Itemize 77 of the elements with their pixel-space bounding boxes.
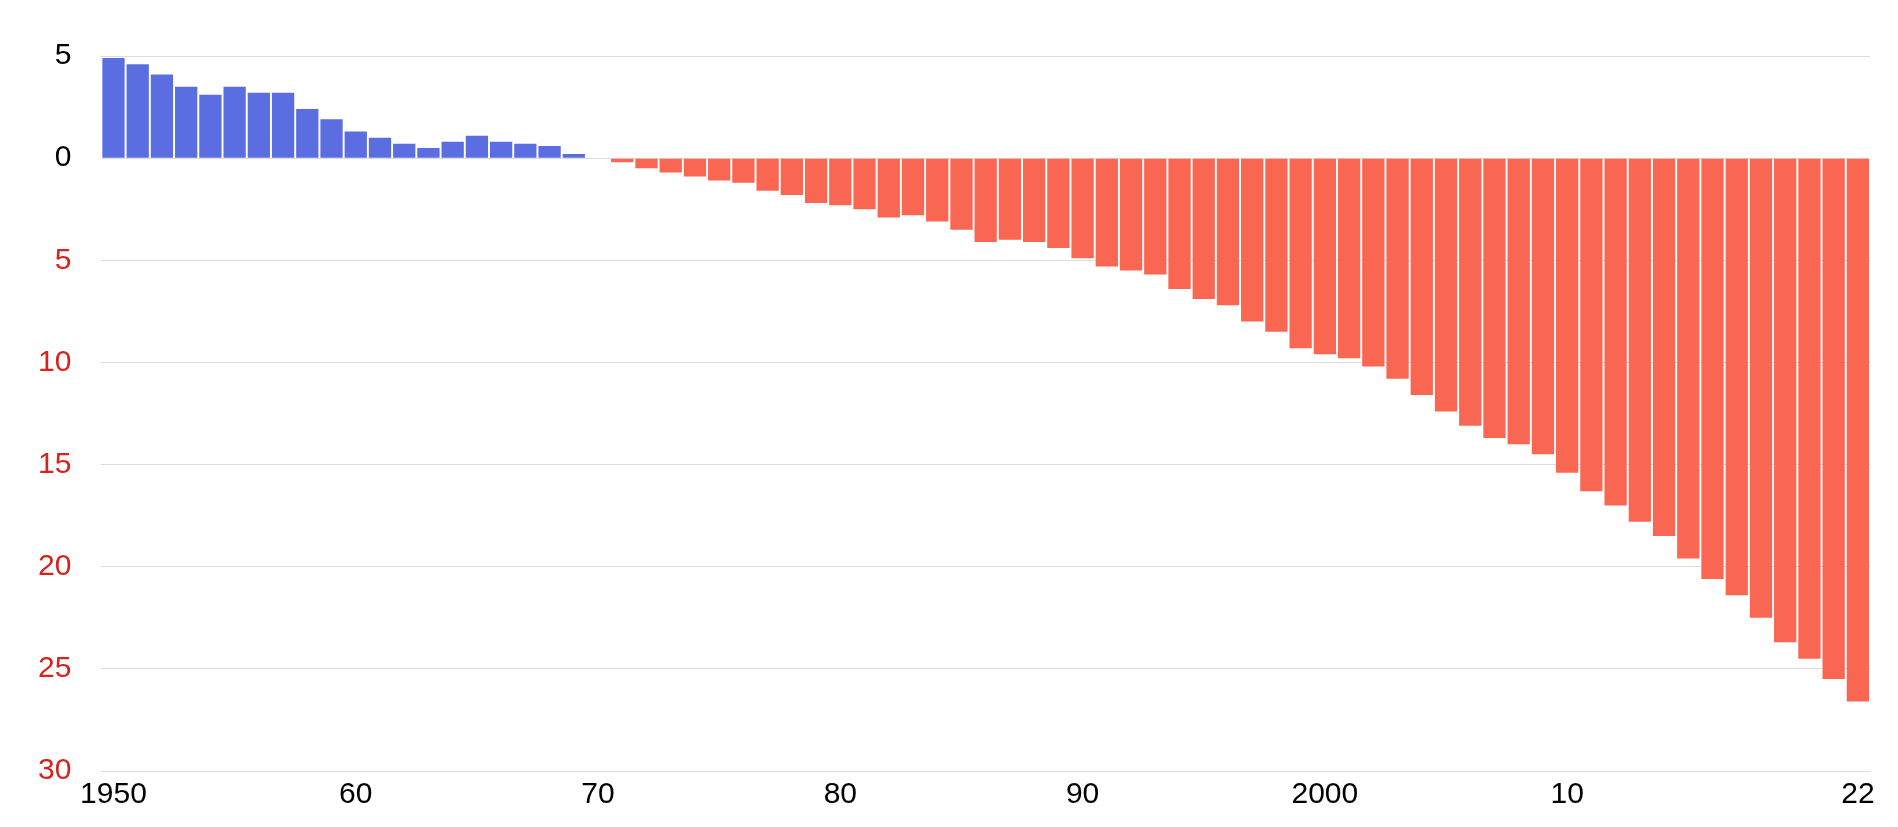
bar	[804, 158, 828, 204]
bar	[1313, 158, 1337, 355]
bar	[102, 58, 125, 158]
y-tick-label: 5	[54, 37, 72, 71]
bar	[150, 74, 174, 158]
bar	[465, 135, 489, 158]
x-tick-label: 60	[339, 776, 373, 810]
bar	[1725, 158, 1748, 596]
bar	[368, 137, 392, 158]
bar	[1749, 158, 1773, 618]
bar	[1410, 158, 1433, 396]
bar	[344, 131, 367, 158]
y-tick-label: 20	[37, 547, 72, 581]
bar	[1507, 158, 1530, 445]
bar	[1386, 158, 1409, 379]
y-tick-label: 15	[37, 445, 72, 479]
bar	[1289, 158, 1312, 349]
y-tick-label: 0	[54, 139, 72, 173]
bar	[998, 158, 1022, 240]
bar	[320, 119, 343, 158]
bar	[1798, 158, 1821, 659]
x-tick-label: 70	[581, 776, 615, 810]
bar	[901, 158, 925, 216]
bar	[126, 64, 149, 158]
bar	[877, 158, 900, 218]
y-tick-label: 25	[37, 650, 72, 684]
bar	[441, 141, 464, 158]
y-tick-label: 10	[37, 343, 72, 377]
x-tick-label: 80	[823, 776, 858, 810]
bar	[1265, 158, 1288, 332]
bar	[1216, 158, 1240, 306]
bar	[1144, 158, 1167, 275]
bar	[853, 158, 876, 210]
bar	[1846, 158, 1870, 702]
bar	[1628, 158, 1651, 522]
bar	[1095, 158, 1118, 267]
bar	[1192, 158, 1215, 300]
x-tick-label: 1950	[80, 776, 147, 810]
y-tick-label: 5	[54, 241, 72, 275]
bar	[829, 158, 852, 206]
bar	[926, 158, 949, 222]
bar	[562, 154, 585, 158]
bar	[683, 158, 707, 177]
bar	[393, 143, 416, 158]
y-tick-label: 30	[37, 752, 72, 786]
bar	[1556, 158, 1579, 473]
bar	[296, 109, 319, 158]
x-tick-label: 22	[1841, 776, 1875, 810]
bar	[1168, 158, 1191, 289]
bar	[1531, 158, 1555, 455]
bar	[1459, 158, 1482, 426]
bar	[1337, 158, 1361, 359]
bar	[708, 158, 731, 181]
bar	[1774, 158, 1797, 643]
bar	[1677, 158, 1700, 559]
x-tick-label: 2000	[1291, 776, 1359, 810]
bar	[635, 158, 658, 169]
bar	[1023, 158, 1046, 242]
bar	[271, 92, 295, 158]
x-tick-label: 90	[1065, 776, 1100, 810]
bar	[1701, 158, 1724, 579]
bar	[1119, 158, 1143, 271]
bar	[974, 158, 997, 242]
bar	[1652, 158, 1676, 537]
x-tick-label: 10	[1550, 776, 1584, 810]
bar	[175, 86, 198, 158]
bar	[1362, 158, 1385, 367]
bar	[950, 158, 973, 230]
bar	[1434, 158, 1458, 412]
bar	[659, 158, 682, 173]
bar	[247, 92, 270, 158]
bar	[1241, 158, 1264, 322]
bar	[417, 147, 440, 158]
bar	[780, 158, 804, 195]
bar	[1483, 158, 1506, 439]
bar	[489, 141, 513, 158]
bar	[1822, 158, 1845, 680]
